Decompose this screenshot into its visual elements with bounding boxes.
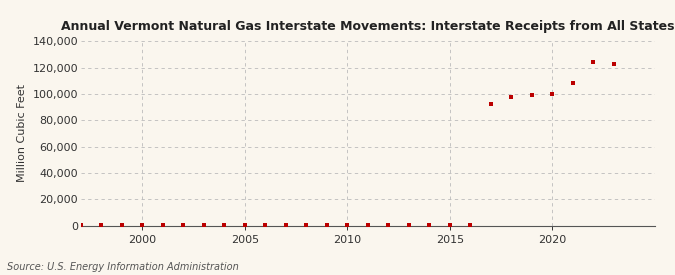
Point: [362, 223, 373, 228]
Point: [157, 223, 168, 228]
Point: [568, 81, 578, 86]
Point: [526, 93, 537, 97]
Point: [240, 223, 250, 228]
Point: [588, 60, 599, 65]
Point: [117, 223, 128, 228]
Title: Annual Vermont Natural Gas Interstate Movements: Interstate Receipts from All St: Annual Vermont Natural Gas Interstate Mo…: [61, 20, 674, 33]
Point: [342, 223, 353, 228]
Point: [485, 102, 496, 107]
Point: [321, 223, 332, 228]
Point: [301, 223, 312, 228]
Text: Source: U.S. Energy Information Administration: Source: U.S. Energy Information Administ…: [7, 262, 238, 272]
Point: [96, 223, 107, 228]
Point: [260, 223, 271, 228]
Point: [76, 223, 86, 228]
Point: [424, 223, 435, 228]
Point: [547, 92, 558, 96]
Point: [178, 223, 189, 228]
Point: [506, 94, 516, 99]
Point: [383, 223, 394, 228]
Point: [198, 223, 209, 228]
Point: [219, 223, 230, 228]
Y-axis label: Million Cubic Feet: Million Cubic Feet: [17, 84, 27, 182]
Point: [137, 223, 148, 228]
Point: [465, 223, 476, 228]
Point: [444, 223, 455, 228]
Point: [404, 223, 414, 228]
Point: [608, 61, 619, 66]
Point: [281, 223, 292, 228]
